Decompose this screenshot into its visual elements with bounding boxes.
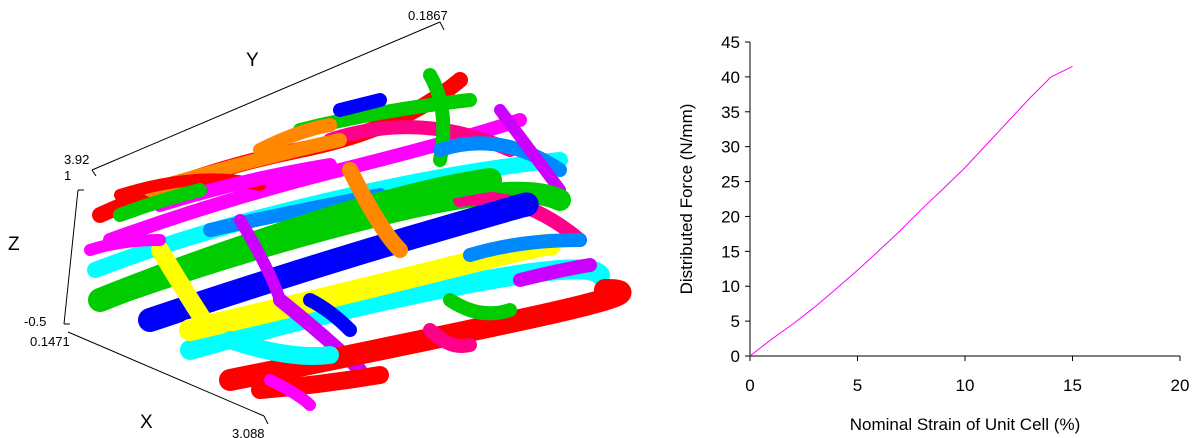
- y-tick-label: 40: [721, 68, 740, 87]
- yarn-tube: [251, 366, 389, 399]
- axis-label-x: X: [140, 412, 153, 433]
- x-axis-ticks: 0 5 10 15 20: [745, 356, 1189, 395]
- yarn-tube: [84, 234, 166, 256]
- y-tick-label: 15: [721, 242, 740, 261]
- yarn-tube: [433, 136, 567, 177]
- x-tick-label: 10: [956, 376, 975, 395]
- bound-label-z-max: 1: [64, 168, 71, 183]
- x-tick-label: 5: [853, 376, 862, 395]
- bound-label-x-end: 3.088: [232, 426, 265, 438]
- bound-label-x-min: 0.1471: [30, 334, 70, 349]
- yarn-tube: [513, 258, 597, 287]
- yarn-tubes: [84, 68, 632, 411]
- y-axis-ticks: 0 5 10 15 20 25 30 35 40 45: [721, 33, 750, 366]
- bounding-box: [63, 21, 445, 425]
- bound-label-x-max: 3.92: [64, 152, 89, 167]
- y-tick-label: 10: [721, 277, 740, 296]
- x-tick-label: 15: [1063, 376, 1082, 395]
- force-strain-chart: 0 5 10 15 20 25 30 35 40 45 0 5 10 15 20 Nominal Stra…: [677, 33, 1189, 434]
- chart-axes: [749, 42, 1180, 357]
- yarn-tube: [443, 293, 517, 321]
- yarn-tube: [264, 374, 316, 411]
- x-axis-title: Nominal Strain of Unit Cell (%): [850, 415, 1081, 434]
- y-tick-label: 35: [721, 103, 740, 122]
- yarn-tube: [342, 162, 408, 258]
- y-tick-label: 20: [721, 207, 740, 226]
- series-line-force: [749, 65, 1073, 357]
- yarn-tube: [494, 104, 566, 196]
- axis-label-z: Z: [8, 234, 20, 255]
- y-tick-label: 45: [721, 33, 740, 52]
- x-tick-label: 0: [745, 376, 754, 395]
- bound-label-z-min: -0.5: [24, 314, 46, 329]
- y-tick-label: 0: [731, 347, 740, 366]
- y-axis-title: Distributed Force (N/mm): [677, 104, 696, 295]
- yarn-tube: [333, 93, 387, 117]
- woven-unit-cell-render: Y Z X 0.1867 3.92 1 -0.5 0.1471 3.088: [8, 8, 632, 438]
- y-tick-label: 5: [731, 312, 740, 331]
- y-tick-label: 30: [721, 138, 740, 157]
- yarn-tube: [113, 183, 207, 222]
- yarn-tube: [423, 323, 477, 353]
- yarn-tube: [221, 331, 339, 365]
- yarn-tube: [303, 293, 357, 337]
- axis-label-y: Y: [246, 50, 259, 71]
- y-tick-label: 25: [721, 173, 740, 192]
- x-tick-label: 20: [1171, 376, 1190, 395]
- bound-label-y-max: 0.1867: [408, 8, 448, 23]
- yarn-tube: [463, 233, 587, 262]
- yarn-tube: [88, 168, 502, 312]
- yarn-tube: [253, 118, 337, 157]
